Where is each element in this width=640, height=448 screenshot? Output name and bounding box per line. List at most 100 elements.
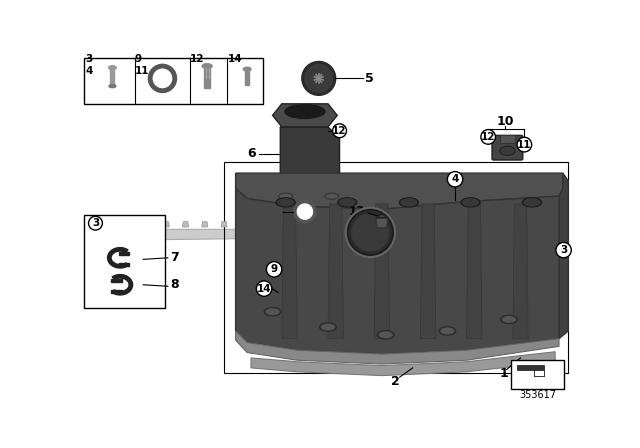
Ellipse shape xyxy=(109,85,116,88)
Text: 4: 4 xyxy=(451,174,459,184)
Polygon shape xyxy=(144,222,150,227)
Text: 2: 2 xyxy=(392,375,400,388)
Bar xyxy=(111,68,115,85)
Polygon shape xyxy=(282,204,297,339)
Polygon shape xyxy=(374,204,390,339)
Bar xyxy=(118,263,129,266)
Polygon shape xyxy=(534,370,545,375)
Polygon shape xyxy=(280,127,340,204)
Ellipse shape xyxy=(338,198,357,207)
Polygon shape xyxy=(513,204,528,339)
Bar xyxy=(511,360,564,389)
Text: 9: 9 xyxy=(271,264,278,274)
Text: 6: 6 xyxy=(247,147,255,160)
Text: 12: 12 xyxy=(189,54,204,64)
Text: 3: 3 xyxy=(86,54,93,64)
Circle shape xyxy=(302,61,336,95)
Circle shape xyxy=(447,172,463,187)
Text: 3: 3 xyxy=(560,245,567,255)
Circle shape xyxy=(88,216,102,230)
Text: 11: 11 xyxy=(135,66,149,76)
Text: 353617: 353617 xyxy=(519,390,556,400)
Circle shape xyxy=(352,214,389,251)
Ellipse shape xyxy=(461,198,480,207)
Circle shape xyxy=(556,242,572,258)
Polygon shape xyxy=(125,222,131,227)
Circle shape xyxy=(295,202,315,222)
Ellipse shape xyxy=(325,193,339,199)
Circle shape xyxy=(266,262,282,277)
Text: 11: 11 xyxy=(517,140,532,150)
Polygon shape xyxy=(420,204,436,339)
Text: 12: 12 xyxy=(332,126,347,136)
Text: 10: 10 xyxy=(497,115,514,128)
Ellipse shape xyxy=(524,199,540,206)
Bar xyxy=(245,69,250,85)
Circle shape xyxy=(517,137,532,152)
Text: 1: 1 xyxy=(499,367,508,380)
Bar xyxy=(111,279,122,282)
Polygon shape xyxy=(236,173,563,209)
Text: 14: 14 xyxy=(228,54,243,64)
Bar xyxy=(84,58,262,104)
Polygon shape xyxy=(517,365,545,375)
Ellipse shape xyxy=(503,317,515,322)
Polygon shape xyxy=(236,189,559,354)
Ellipse shape xyxy=(264,307,281,316)
Ellipse shape xyxy=(439,327,456,335)
Bar xyxy=(245,231,257,246)
Circle shape xyxy=(348,209,394,255)
Polygon shape xyxy=(236,331,559,364)
Text: 14: 14 xyxy=(257,284,271,293)
Ellipse shape xyxy=(500,146,515,155)
Text: 4: 4 xyxy=(86,66,93,76)
Text: 7: 7 xyxy=(170,251,179,264)
Ellipse shape xyxy=(279,193,292,199)
Ellipse shape xyxy=(522,198,541,207)
Ellipse shape xyxy=(401,199,417,206)
Bar xyxy=(500,135,515,143)
Ellipse shape xyxy=(285,104,325,118)
Circle shape xyxy=(150,66,175,90)
Polygon shape xyxy=(328,204,344,339)
Text: 5: 5 xyxy=(365,72,374,85)
Ellipse shape xyxy=(319,323,337,332)
Polygon shape xyxy=(559,173,568,339)
Circle shape xyxy=(305,65,333,92)
Text: 8: 8 xyxy=(170,278,179,291)
Ellipse shape xyxy=(399,198,419,207)
Text: 12: 12 xyxy=(481,132,495,142)
Ellipse shape xyxy=(266,309,279,314)
Polygon shape xyxy=(221,222,227,227)
Polygon shape xyxy=(95,229,250,260)
Polygon shape xyxy=(376,218,388,228)
Ellipse shape xyxy=(243,67,251,71)
Polygon shape xyxy=(182,222,189,227)
Ellipse shape xyxy=(278,199,293,206)
Text: 3: 3 xyxy=(92,218,99,228)
Bar xyxy=(84,215,164,308)
Polygon shape xyxy=(376,214,388,218)
Polygon shape xyxy=(467,204,482,339)
Text: 9: 9 xyxy=(135,54,142,64)
Bar xyxy=(111,290,122,293)
Polygon shape xyxy=(251,352,555,375)
Ellipse shape xyxy=(378,331,394,339)
Ellipse shape xyxy=(322,324,334,330)
Polygon shape xyxy=(163,222,170,227)
FancyBboxPatch shape xyxy=(492,135,523,160)
Ellipse shape xyxy=(441,328,454,334)
Ellipse shape xyxy=(380,332,392,337)
Bar xyxy=(118,252,129,255)
Ellipse shape xyxy=(340,199,355,206)
Circle shape xyxy=(481,129,495,144)
Polygon shape xyxy=(202,222,208,227)
Circle shape xyxy=(257,281,272,296)
Text: 13: 13 xyxy=(349,205,365,218)
Bar xyxy=(204,66,210,88)
Text: 15: 15 xyxy=(264,205,280,218)
Ellipse shape xyxy=(500,315,517,323)
Ellipse shape xyxy=(202,64,212,69)
Ellipse shape xyxy=(109,66,116,69)
Ellipse shape xyxy=(463,199,478,206)
